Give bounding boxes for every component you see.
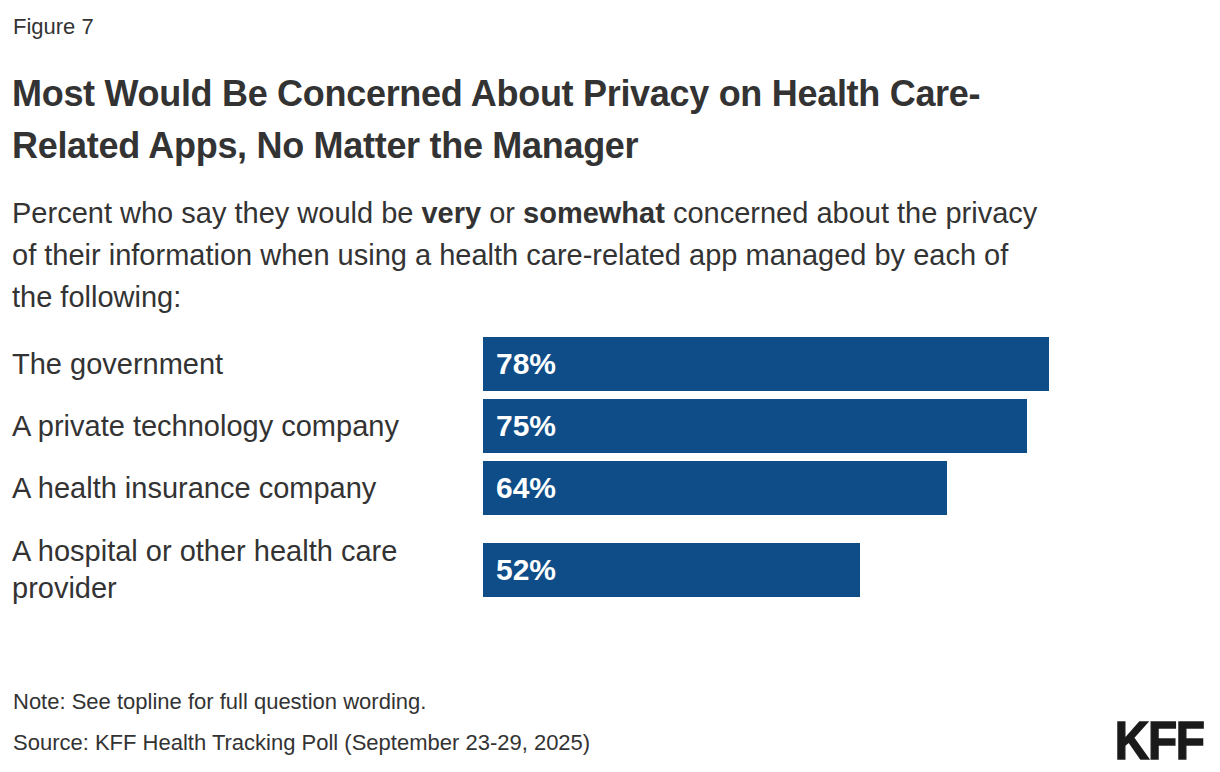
bar-track: 78% <box>483 337 1208 391</box>
chart-subtitle-line-2: of their information when using a health… <box>12 234 1037 276</box>
kff-logo: KFF <box>1115 710 1204 771</box>
chart-title-line-2: Related Apps, No Matter the Manager <box>12 120 980 172</box>
subtitle-text: of their information when using a health… <box>12 239 1008 271</box>
chart-title: Most Would Be Concerned About Privacy on… <box>12 68 980 172</box>
bar-track: 52% <box>483 543 1208 597</box>
subtitle-emphasis: very <box>421 197 481 229</box>
figure-canvas: Figure 7 Most Would Be Concerned About P… <box>0 0 1220 772</box>
bar-chart: The government78%A private technology co… <box>12 337 1208 615</box>
bar-row: A health insurance company64% <box>12 461 1208 515</box>
bar-value-label: 64% <box>483 471 556 505</box>
figure-label: Figure 7 <box>13 14 94 40</box>
subtitle-text: Percent who say they would be <box>12 197 421 229</box>
bar-row: The government78% <box>12 337 1208 391</box>
bar-row: A private technology company75% <box>12 399 1208 453</box>
subtitle-text: the following: <box>12 281 181 313</box>
bar-row: A hospital or other health care provider… <box>12 533 1208 607</box>
bar-category-label: A health insurance company <box>12 470 483 507</box>
bar-value-label: 78% <box>483 347 556 381</box>
bar: 64% <box>483 461 947 515</box>
bar: 75% <box>483 399 1027 453</box>
source-text: Source: KFF Health Tracking Poll (Septem… <box>13 729 590 757</box>
bar-track: 75% <box>483 399 1208 453</box>
subtitle-text: or <box>481 197 523 229</box>
chart-subtitle-line-3: the following: <box>12 276 1037 318</box>
bar-category-label: A hospital or other health care provider <box>12 533 483 607</box>
chart-subtitle: Percent who say they would be very or so… <box>12 192 1037 318</box>
subtitle-text: concerned about the privacy <box>665 197 1037 229</box>
subtitle-emphasis: somewhat <box>523 197 665 229</box>
bar: 52% <box>483 543 860 597</box>
chart-title-line-1: Most Would Be Concerned About Privacy on… <box>12 68 980 120</box>
note-text: Note: See topline for full question word… <box>13 688 426 716</box>
bar-value-label: 75% <box>483 409 556 443</box>
bar: 78% <box>483 337 1049 391</box>
chart-subtitle-line-1: Percent who say they would be very or so… <box>12 192 1037 234</box>
bar-category-label: The government <box>12 346 483 383</box>
bar-value-label: 52% <box>483 553 556 587</box>
bar-category-label: A private technology company <box>12 408 483 445</box>
bar-track: 64% <box>483 461 1208 515</box>
